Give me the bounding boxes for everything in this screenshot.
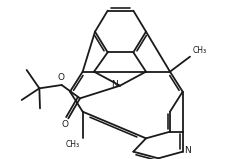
Text: N: N xyxy=(112,80,118,89)
Text: CH₃: CH₃ xyxy=(65,140,80,149)
Text: N: N xyxy=(184,146,191,155)
Text: CH₃: CH₃ xyxy=(193,46,207,55)
Text: O: O xyxy=(57,73,64,82)
Text: O: O xyxy=(62,120,69,129)
